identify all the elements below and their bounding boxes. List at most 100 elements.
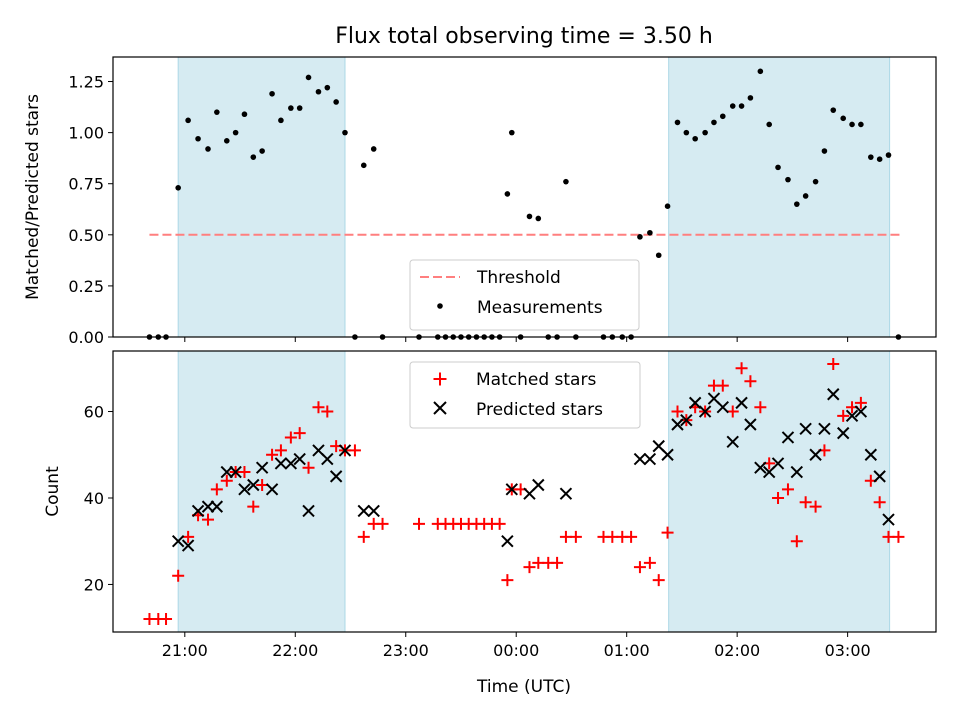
predicted-star-point [781, 431, 795, 444]
predicted-star-point [559, 487, 573, 500]
measurement-point [324, 84, 331, 91]
predicted-star-point [171, 535, 185, 548]
predicted-star-point [274, 457, 288, 470]
measurement-point [821, 148, 828, 154]
measurement-point [766, 121, 772, 128]
predicted-star-point [238, 483, 251, 496]
predicted-star-point [265, 483, 279, 496]
matched-star-point [256, 479, 269, 492]
legend-ratio-panel: Threshold Measurements [409, 259, 640, 331]
legend-measurements-label: Measurements [477, 298, 603, 318]
measurement-point [232, 129, 239, 136]
matched-star-point [293, 427, 306, 440]
x-tick-label: 02:00 [714, 641, 760, 660]
predicted-star-point [321, 452, 334, 466]
matched-star-point [754, 401, 767, 414]
measurement-point [288, 105, 294, 111]
predicted-star-point [505, 483, 519, 496]
predicted-star-point [181, 539, 195, 552]
measurement-point [785, 176, 791, 183]
matched-star-point [274, 444, 287, 457]
legend-measurements-swatch [437, 303, 443, 309]
measurement-point [535, 215, 542, 222]
predicted-star-point [827, 388, 840, 401]
measurement-point [729, 103, 736, 109]
x-tick-label: 23:00 [383, 641, 429, 660]
predicted-star-point [367, 504, 380, 518]
x-tick-label: 21:00 [162, 641, 208, 660]
y-tick-label: 40 [84, 489, 104, 508]
predicted-star-point [229, 465, 242, 479]
measurement-point [830, 107, 837, 113]
predicted-star-point [633, 452, 647, 466]
matched-star-point [523, 561, 536, 574]
observing-window-band [177, 350, 346, 633]
predicted-star-point [220, 465, 233, 479]
predicted-star-point [293, 452, 306, 466]
predicted-star-point [191, 504, 205, 518]
predicted-star-point [882, 513, 895, 526]
measurement-point [738, 103, 745, 109]
predicted-star-point [809, 448, 822, 461]
measurement-point [278, 117, 284, 124]
measurement-point [802, 193, 809, 199]
matched-star-point [266, 448, 279, 461]
matched-star-point [633, 561, 646, 574]
matched-star-point [302, 461, 315, 474]
measurement-point [259, 148, 265, 154]
measurement-point [185, 117, 191, 124]
predicted-star-point [790, 465, 804, 479]
predicted-star-point [201, 500, 215, 513]
predicted-star-point [864, 448, 878, 461]
measurement-point [849, 121, 855, 128]
matched-star-point [238, 466, 251, 479]
predicted-star-point [329, 470, 343, 483]
predicted-star-point [671, 418, 684, 431]
measurement-point [360, 162, 367, 169]
predicted-star-point [302, 504, 315, 518]
x-tick-label: 00:00 [493, 641, 539, 660]
y-tick-label: 1.25 [68, 73, 104, 92]
matched-star-point [735, 362, 748, 375]
measurement-point [711, 119, 717, 126]
measurement-point [269, 90, 275, 97]
matched-star-point [172, 569, 185, 582]
measurement-point [757, 68, 764, 75]
matched-star-point [202, 513, 215, 526]
matched-star-point [892, 530, 905, 543]
measurement-point [683, 129, 690, 136]
matched-star-point [854, 396, 867, 409]
y-tick-label: 0.50 [68, 226, 104, 245]
matched-star-point [501, 574, 514, 587]
legend-frame [409, 361, 641, 429]
matched-star-point [744, 375, 757, 388]
panel-counts: 21:00 22:00 23:00 00:00 01:00 02:00 03:00 20 40 6… [43, 350, 937, 660]
predicted-star-point [845, 409, 859, 423]
matched-star-point [790, 535, 803, 548]
predicted-star-point [698, 405, 712, 418]
matched-star-point [625, 530, 638, 543]
measurement-point [868, 154, 874, 160]
predicted-star-point [744, 418, 757, 431]
matched-star-point [247, 500, 260, 513]
y-tick-label: 20 [84, 575, 104, 594]
predicted-star-point [735, 396, 748, 410]
legend-count-panel: Matched stars Predicted stars [409, 361, 641, 429]
measurement-point [333, 99, 339, 105]
matched-star-point [284, 431, 297, 444]
predicted-star-point [688, 396, 702, 410]
predicted-star-point [754, 461, 767, 474]
matched-star-point [493, 517, 506, 530]
matched-star-point [716, 379, 729, 392]
y-tick-label: 1.00 [68, 124, 104, 143]
axes-frame [112, 350, 937, 633]
matched-star-point [551, 556, 564, 569]
matched-star-point [671, 405, 684, 418]
predicted-star-point [210, 500, 224, 513]
predicted-star-point [284, 457, 298, 470]
matched-star-point [799, 496, 812, 509]
predicted-star-point [726, 435, 739, 448]
matched-star-point [321, 405, 334, 418]
predicted-star-point [501, 535, 514, 548]
x-tick-label: 03:00 [825, 641, 871, 660]
